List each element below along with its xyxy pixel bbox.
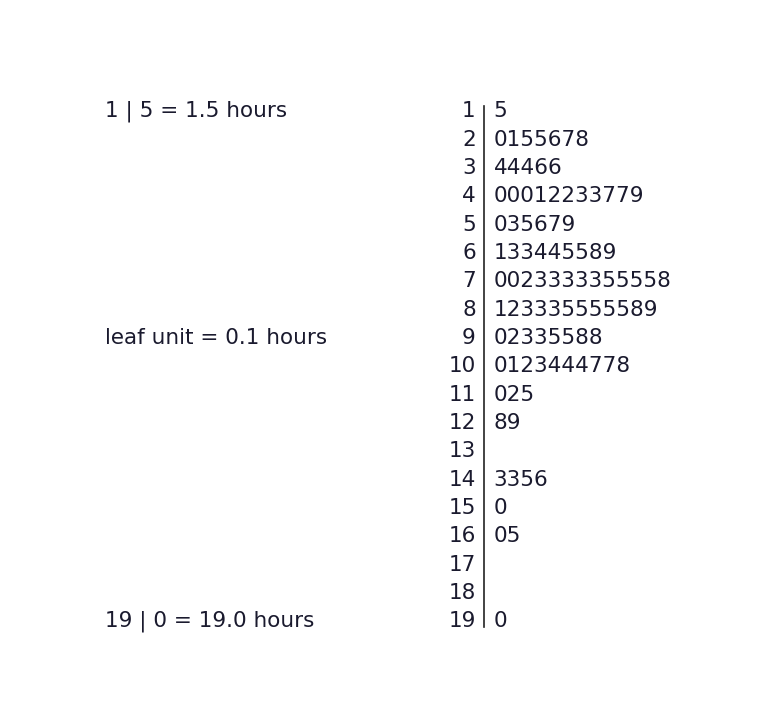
Text: 14: 14: [449, 469, 476, 490]
Text: 12: 12: [449, 413, 476, 433]
Text: 025: 025: [493, 384, 535, 405]
Text: 10: 10: [449, 356, 476, 377]
Text: 0155678: 0155678: [493, 130, 590, 150]
Text: 1 | 5 = 1.5 hours: 1 | 5 = 1.5 hours: [106, 101, 288, 122]
Text: 15: 15: [449, 498, 476, 518]
Text: 0: 0: [493, 611, 507, 631]
Text: 89: 89: [493, 413, 521, 433]
Text: 035679: 035679: [493, 215, 576, 235]
Text: 0123444778: 0123444778: [493, 356, 631, 377]
Text: 5: 5: [462, 215, 476, 235]
Text: 7: 7: [462, 271, 476, 292]
Text: 1: 1: [462, 102, 476, 122]
Text: 133445589: 133445589: [493, 243, 617, 263]
Text: 05: 05: [493, 526, 521, 546]
Text: 44466: 44466: [493, 158, 563, 178]
Text: 5: 5: [493, 102, 507, 122]
Text: 4: 4: [462, 186, 476, 207]
Text: 18: 18: [449, 583, 476, 603]
Text: 13: 13: [449, 441, 476, 462]
Text: 11: 11: [449, 384, 476, 405]
Text: 9: 9: [462, 328, 476, 348]
Text: 16: 16: [449, 526, 476, 546]
Text: 0023333355558: 0023333355558: [493, 271, 672, 292]
Text: 19: 19: [449, 611, 476, 631]
Text: 0: 0: [493, 498, 507, 518]
Text: 8: 8: [462, 300, 476, 320]
Text: 02335588: 02335588: [493, 328, 604, 348]
Text: 123335555589: 123335555589: [493, 300, 658, 320]
Text: 6: 6: [462, 243, 476, 263]
Text: 2: 2: [462, 130, 476, 150]
Text: 19 | 0 = 19.0 hours: 19 | 0 = 19.0 hours: [106, 611, 315, 632]
Text: 3: 3: [462, 158, 476, 178]
Text: 17: 17: [449, 554, 476, 575]
Text: 00012233779: 00012233779: [493, 186, 645, 207]
Text: leaf unit = 0.1 hours: leaf unit = 0.1 hours: [106, 328, 328, 348]
Text: 3356: 3356: [493, 469, 548, 490]
